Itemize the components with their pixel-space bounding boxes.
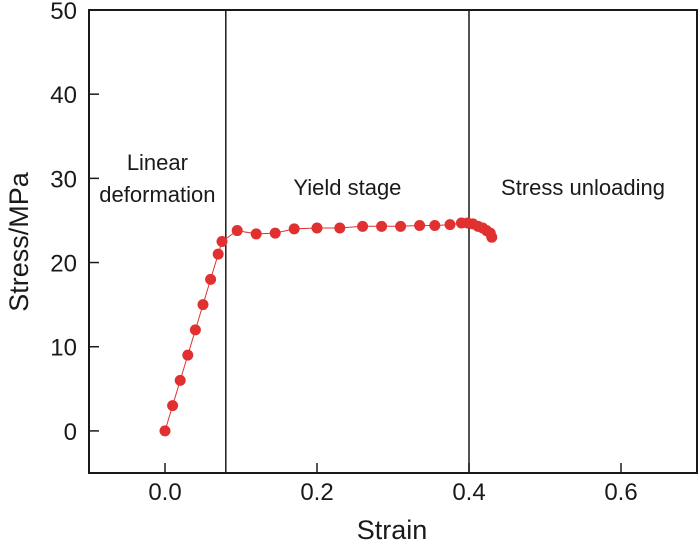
region-dividers — [225, 10, 470, 473]
data-point — [182, 349, 194, 361]
data-point — [159, 425, 171, 437]
y-tick-label: 20 — [50, 251, 77, 278]
data-point — [174, 374, 186, 386]
data-point — [197, 299, 209, 311]
region-label-1: deformation — [99, 182, 215, 207]
region-label-3: Stress unloading — [501, 175, 665, 200]
data-point — [357, 220, 369, 232]
data-point — [376, 220, 388, 232]
data-point — [288, 223, 300, 235]
data-point — [250, 228, 262, 240]
data-series — [159, 217, 498, 437]
data-point — [269, 227, 281, 239]
data-point — [429, 220, 441, 232]
y-axis-title: Stress/MPa — [4, 171, 34, 312]
region-labels: Linear deformation Yield stage Stress unloa… — [99, 150, 665, 207]
x-tick-label: 0.6 — [604, 479, 637, 506]
data-point — [334, 222, 346, 234]
y-tick-label: 0 — [64, 419, 77, 446]
region-label-1: Linear — [127, 150, 188, 175]
y-tick-label: 50 — [50, 0, 77, 25]
data-point — [216, 236, 228, 247]
axis-ticks: 0 10 20 30 40 50 0.0 0.2 0.4 0.6 — [50, 0, 637, 506]
plot-frame — [88, 9, 698, 474]
data-point — [414, 220, 426, 232]
data-point — [444, 219, 456, 231]
data-point — [205, 273, 217, 285]
data-point — [486, 231, 498, 243]
x-tick-label: 0.0 — [148, 479, 181, 506]
x-tick-label: 0.4 — [452, 479, 485, 506]
y-tick-label: 30 — [50, 166, 77, 193]
data-point — [167, 400, 179, 412]
data-point — [231, 225, 243, 237]
data-point — [395, 220, 407, 232]
data-point — [311, 222, 323, 234]
x-axis-title: Strain — [357, 515, 428, 544]
data-point — [189, 324, 201, 336]
y-tick-label: 40 — [50, 82, 77, 109]
x-tick-label: 0.2 — [300, 479, 333, 506]
y-tick-label: 10 — [50, 335, 77, 362]
region-label-2: Yield stage — [293, 175, 401, 200]
data-point — [212, 248, 224, 260]
